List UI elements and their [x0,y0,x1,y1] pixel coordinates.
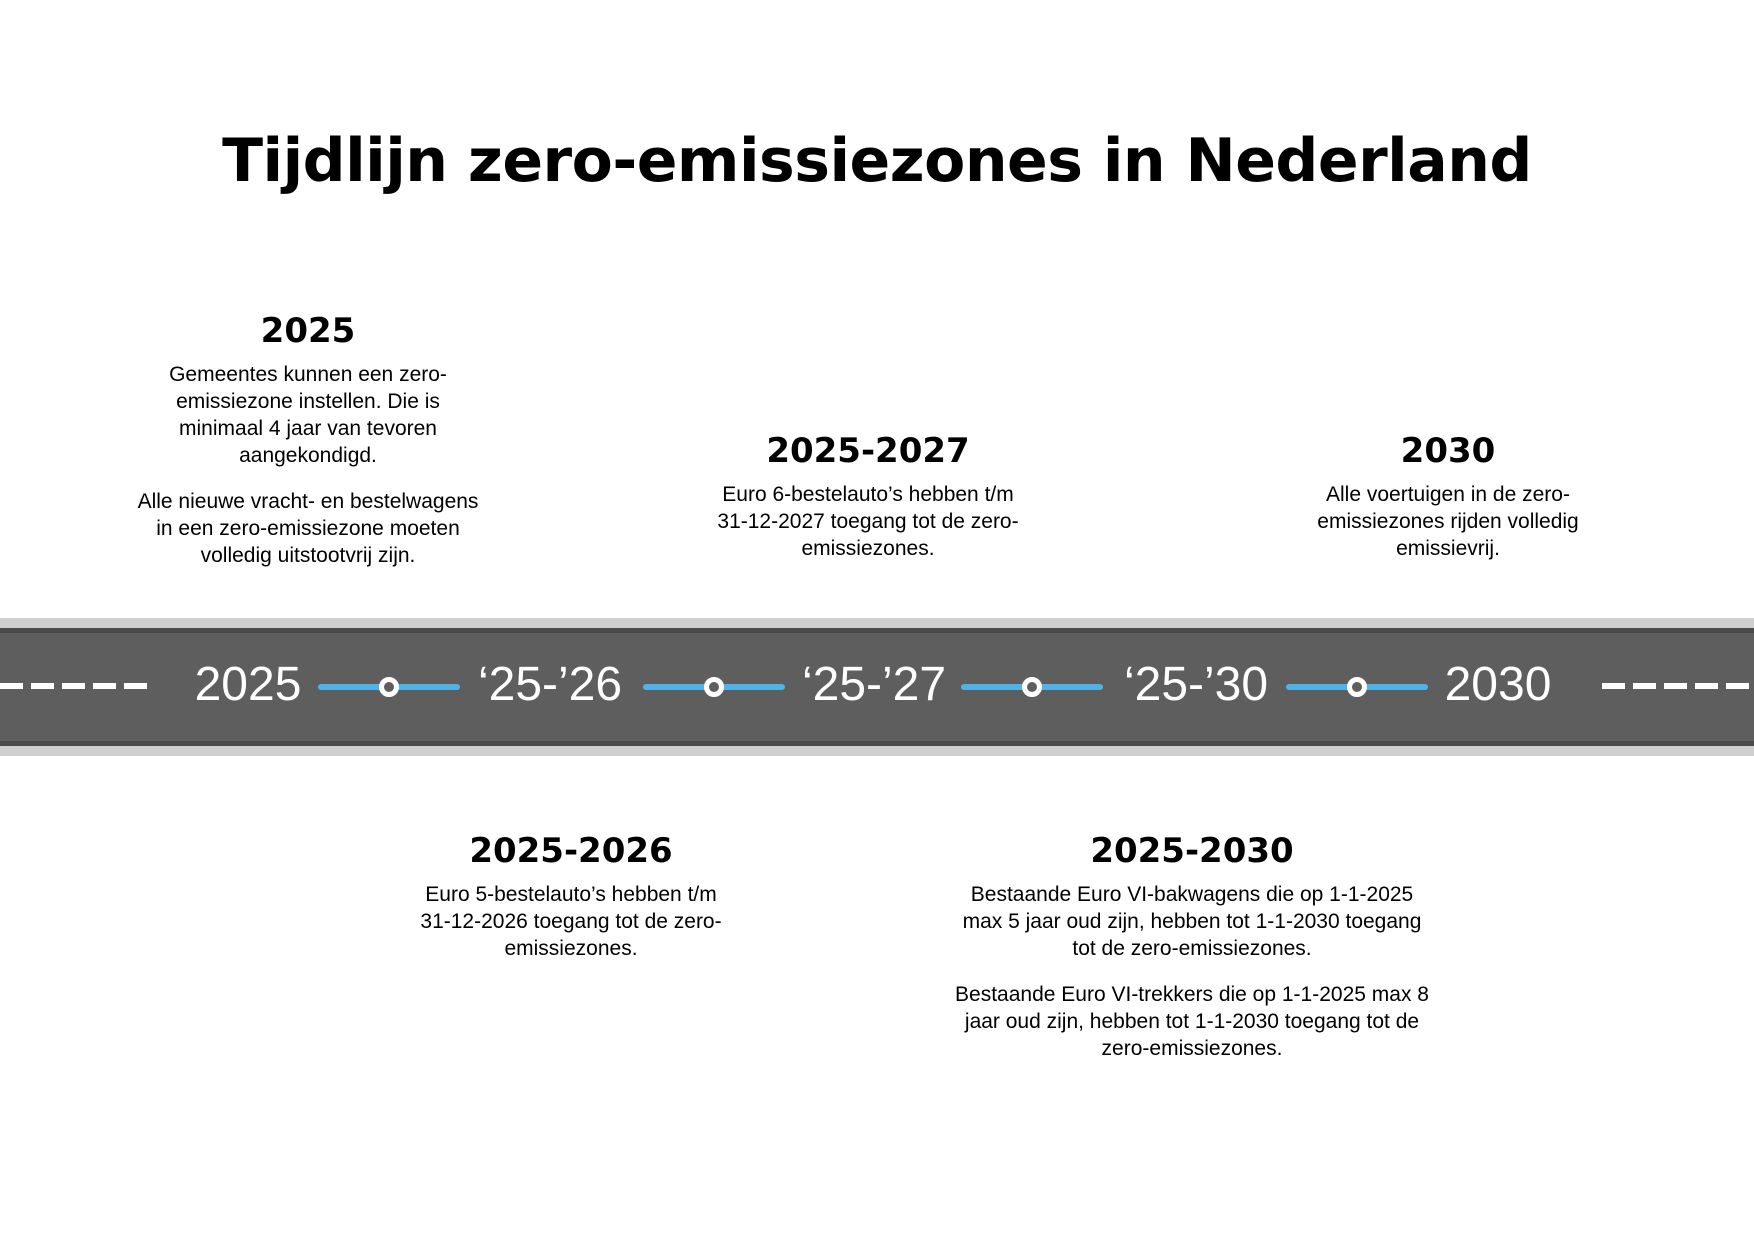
road-dash [1726,683,1749,689]
event-2025-2030: 2025-2030 Bestaande Euro VI-bakwagens di… [932,831,1452,1081]
road-dash [93,683,116,689]
event-description: Bestaande Euro VI-bakwagens die op 1-1-2… [962,883,1422,960]
road-line-bottom [0,741,1754,746]
road-dash [1695,683,1718,689]
event-year: 2025 [260,311,356,351]
timeline-road [0,628,1754,746]
road-label-25-27: ‘25-’27 [801,658,947,711]
page-title: Tijdlijn zero-emissiezones in Nederland [222,126,1532,196]
event-year: 2025-2027 [766,431,970,471]
event-2025: 2025 Gemeentes kunnen een zero-emissiezo… [128,311,488,588]
event-year: 2030 [1400,431,1496,471]
road-line-top [0,628,1754,633]
timeline-connector [318,677,460,697]
milestone-dot-icon [704,677,724,697]
road-label-2030: 2030 [1444,658,1552,711]
event-2025-2026: 2025-2026 Euro 5-bestelauto’s hebben t/m… [391,831,751,981]
timeline-connector [961,677,1103,697]
road-label-25-26: ‘25-’26 [477,658,623,711]
event-year: 2025-2030 [1090,831,1294,871]
road-dash [1664,683,1687,689]
event-2030: 2030 Alle voertuigen in de zero-emissiez… [1268,431,1628,581]
milestone-dot-icon [1347,677,1367,697]
road-label-2025: 2025 [194,658,302,711]
event-description: Gemeentes kunnen een zero-emissiezone in… [169,363,447,467]
road-label-25-30: ‘25-’30 [1123,658,1269,711]
road-edge-top [0,618,1754,628]
road-dash [62,683,85,689]
milestone-dot-icon [1022,677,1042,697]
event-description: Alle voertuigen in de zero-emissiezones … [1317,483,1579,560]
event-2025-2027: 2025-2027 Euro 6-bestelauto’s hebben t/m… [688,431,1048,581]
event-year: 2025-2026 [469,831,673,871]
timeline-connector [1286,677,1428,697]
timeline-connector [643,677,785,697]
event-description: Euro 6-bestelauto’s hebben t/m 31-12-202… [717,483,1019,560]
road-dash [31,683,54,689]
road-edge-bottom [0,746,1754,756]
event-description: Bestaande Euro VI-trekkers die op 1-1-20… [955,983,1429,1060]
event-description: Alle nieuwe vracht- en bestelwagens in e… [137,490,479,567]
road-dash [124,683,147,689]
road-dash [0,683,23,689]
milestone-dot-icon [379,677,399,697]
road-dash [1633,683,1656,689]
road-dash [1602,683,1625,689]
event-description: Euro 5-bestelauto’s hebben t/m 31-12-202… [420,883,722,960]
